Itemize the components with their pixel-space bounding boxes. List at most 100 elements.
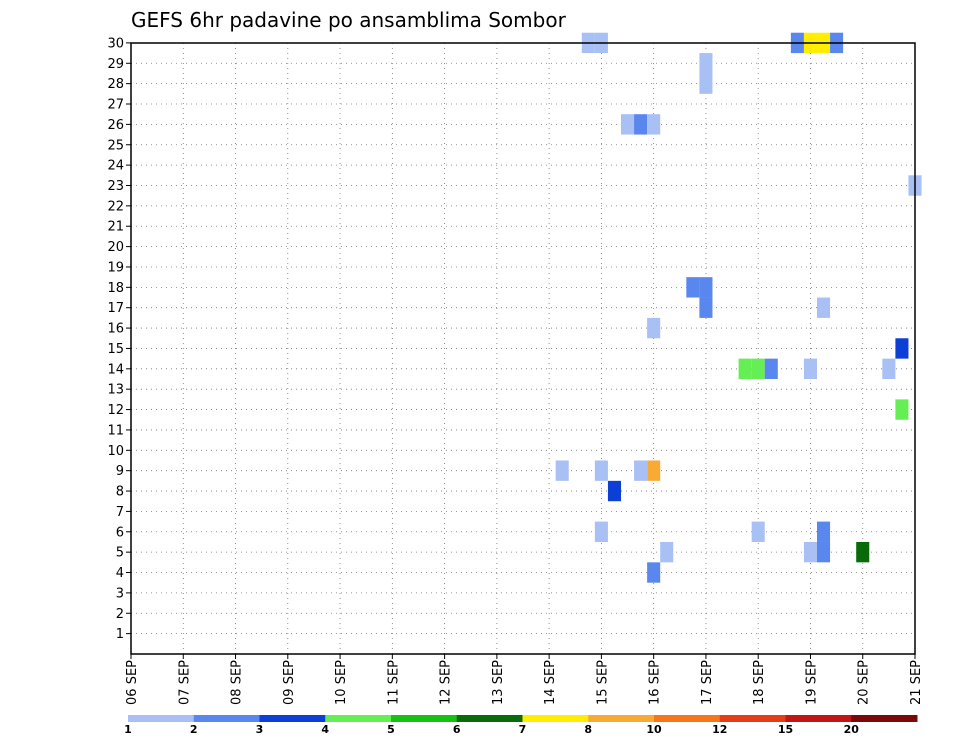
data-cell — [699, 297, 713, 318]
y-tick-label: 21 — [107, 220, 124, 235]
x-tick-label: 19 SEP — [804, 660, 819, 705]
x-tick-label: 12 SEP — [439, 660, 454, 705]
data-cell — [751, 521, 765, 542]
y-tick-label: 15 — [107, 342, 124, 357]
grid-lines — [131, 42, 915, 654]
y-tick-label: 3 — [116, 586, 124, 601]
y-tick-label: 12 — [107, 403, 124, 418]
data-cell — [621, 114, 635, 135]
data-cell — [764, 358, 778, 380]
data-cell — [634, 114, 648, 135]
x-tick-label: 10 SEP — [334, 660, 349, 705]
y-tick-label: 10 — [107, 444, 124, 459]
x-tick-label: 17 SEP — [700, 660, 715, 705]
plot-frame — [130, 42, 916, 655]
data-cell — [686, 277, 700, 298]
colorbar-label: 15 — [778, 723, 793, 736]
y-tick-label: 8 — [116, 485, 124, 500]
data-cell — [699, 277, 713, 298]
data-cell — [817, 297, 831, 318]
colorbar-label: 12 — [712, 723, 727, 736]
y-tick-label: 23 — [107, 179, 124, 194]
data-cell — [699, 73, 713, 94]
y-tick-label: 18 — [107, 281, 124, 296]
data-cell — [647, 317, 661, 339]
data-cell — [803, 358, 817, 380]
x-tick-label: 09 SEP — [282, 660, 297, 705]
x-tick-label: 06 SEP — [125, 660, 140, 705]
data-cell — [817, 541, 831, 563]
data-cell — [660, 541, 674, 563]
colorbar-label: 6 — [453, 723, 461, 736]
y-tick-label: 4 — [116, 566, 124, 581]
colorbar-label: 7 — [519, 723, 527, 736]
colorbar-segment — [128, 715, 195, 722]
colorbar-segment — [785, 715, 852, 722]
data-cell — [594, 521, 608, 542]
y-tick-label: 17 — [107, 301, 124, 316]
y-tick-label: 1 — [116, 627, 124, 642]
colorbar-label: 1 — [124, 723, 132, 736]
colorbar-segment — [391, 715, 458, 722]
data-cell — [699, 53, 713, 74]
y-tick-label: 27 — [107, 98, 124, 113]
colorbar-label: 20 — [844, 723, 860, 736]
colorbar-label: 4 — [321, 723, 329, 736]
y-tick-label: 24 — [107, 159, 124, 174]
y-tick-label: 28 — [107, 77, 124, 92]
data-cell — [882, 358, 896, 380]
y-tick-label: 5 — [116, 546, 124, 561]
x-tick-label: 20 SEP — [857, 660, 872, 705]
colorbar-segment — [851, 715, 918, 722]
data-cell — [895, 399, 909, 420]
x-tick-label: 08 SEP — [230, 660, 245, 705]
x-tick-label: 15 SEP — [595, 660, 610, 705]
data-cell — [647, 114, 661, 135]
colorbar-segment — [654, 715, 721, 722]
data-cell — [803, 541, 817, 563]
y-tick-label: 6 — [116, 525, 124, 540]
data-cell — [555, 460, 569, 481]
data-cell — [856, 541, 870, 563]
y-tick-label: 20 — [107, 240, 124, 255]
y-axis: 1234567891011121314151617181920212223242… — [107, 36, 131, 642]
y-tick-label: 13 — [107, 383, 124, 398]
y-tick-label: 7 — [116, 505, 124, 520]
y-tick-label: 16 — [107, 322, 124, 337]
x-tick-label: 11 SEP — [386, 660, 401, 705]
colorbar: 1 2 3 4 5 6 7 8 10 12 15 20 — [124, 715, 918, 736]
chart-title: GEFS 6hr padavine po ansamblima Sombor — [131, 8, 567, 32]
x-tick-label: 18 SEP — [752, 660, 767, 705]
y-tick-label: 11 — [107, 423, 124, 438]
x-tick-label: 21 SEP — [909, 660, 924, 705]
x-tick-label: 14 SEP — [543, 660, 558, 705]
colorbar-segment — [456, 715, 523, 722]
data-cell — [895, 338, 909, 359]
colorbar-segment — [588, 715, 655, 722]
data-cell — [647, 562, 661, 583]
y-tick-label: 22 — [107, 199, 124, 214]
y-tick-label: 26 — [107, 118, 124, 133]
y-tick-label: 14 — [107, 362, 124, 377]
y-tick-label: 25 — [107, 138, 124, 153]
y-tick-label: 2 — [116, 607, 124, 622]
colorbar-segment — [325, 715, 392, 722]
colorbar-label: 5 — [387, 723, 395, 736]
colorbar-label: 8 — [584, 723, 592, 736]
colorbar-segment — [719, 715, 786, 722]
x-axis: 06 SEP 07 SEP 08 SEP 09 SEP 10 SEP 11 SEP 12 S… — [125, 654, 924, 705]
data-cell — [817, 521, 831, 542]
data-cell — [634, 460, 648, 481]
x-tick-label: 16 SEP — [648, 660, 663, 705]
data-cell — [647, 460, 661, 481]
x-tick-label: 07 SEP — [177, 660, 192, 705]
data-cell — [751, 358, 765, 380]
data-cell — [594, 460, 608, 481]
colorbar-label: 10 — [646, 723, 662, 736]
y-tick-label: 30 — [107, 36, 124, 51]
colorbar-segment — [259, 715, 326, 722]
colorbar-label: 3 — [256, 723, 264, 736]
colorbar-label: 2 — [190, 723, 198, 736]
y-tick-label: 19 — [107, 260, 124, 275]
